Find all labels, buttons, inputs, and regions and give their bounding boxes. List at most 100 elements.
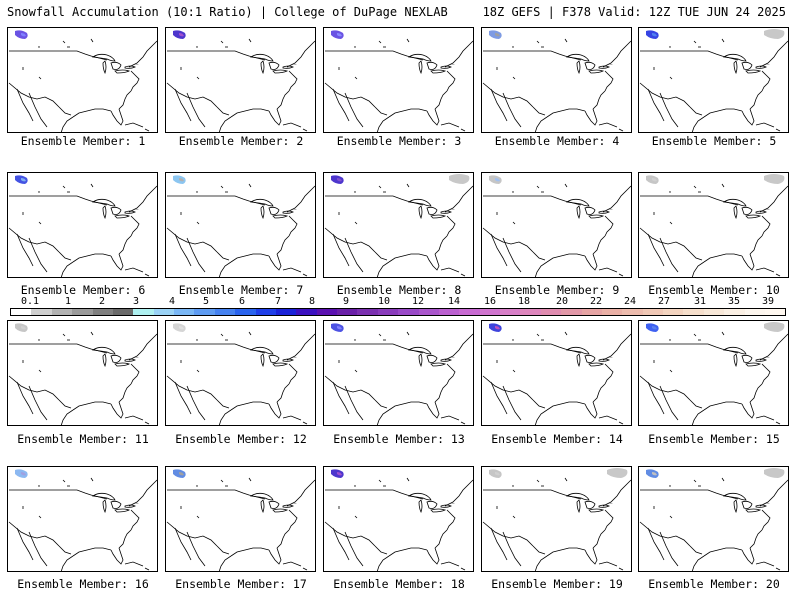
ensemble-member-label: Ensemble Member: 3: [336, 134, 462, 148]
colorbar: [10, 308, 786, 316]
ensemble-map-panel: [481, 172, 632, 278]
colorbar-swatch: [133, 309, 154, 315]
ensemble-member-label: Ensemble Member: 8: [336, 283, 462, 297]
ensemble-member-label: Ensemble Member: 6: [20, 283, 146, 297]
colorbar-swatch: [377, 309, 399, 315]
ensemble-member-label: Ensemble Member: 4: [494, 134, 620, 148]
colorbar-label: 24: [623, 296, 637, 307]
colorbar-label: 31: [693, 296, 707, 307]
colorbar-label: 2: [98, 296, 106, 307]
ensemble-member-label: Ensemble Member: 1: [20, 134, 146, 148]
colorbar-label: 1: [64, 296, 72, 307]
colorbar-swatch: [703, 309, 725, 315]
colorbar-swatch: [724, 309, 745, 315]
colorbar-label: 3: [132, 296, 140, 307]
ensemble-map-panel: [7, 27, 158, 133]
colorbar-label: 9: [342, 296, 350, 307]
ensemble-map-panel: [165, 466, 316, 572]
colorbar-swatch: [622, 309, 643, 315]
colorbar-label: 35: [727, 296, 741, 307]
colorbar-swatch: [520, 309, 541, 315]
ensemble-member-label: Ensemble Member: 12: [175, 432, 307, 446]
ensemble-map-panel: [323, 320, 474, 426]
colorbar-label: 16: [483, 296, 497, 307]
colorbar-swatch: [500, 309, 521, 315]
ensemble-map-panel: [323, 27, 474, 133]
colorbar-label: 20: [555, 296, 569, 307]
ensemble-map-panel: [7, 466, 158, 572]
colorbar-label: 0.1: [20, 296, 40, 307]
colorbar-swatch: [459, 309, 480, 315]
colorbar-swatch: [194, 309, 215, 315]
colorbar-swatch: [601, 309, 623, 315]
colorbar-swatch: [275, 309, 297, 315]
colorbar-swatch: [255, 309, 276, 315]
colorbar-swatch: [92, 309, 113, 315]
ensemble-map-panel: [638, 172, 789, 278]
colorbar-swatch: [398, 309, 419, 315]
colorbar-labels: 0.1 1 2 3 4 5 6 7 8 9 10 12 14 16 18 20 22 24 27 31 35 39: [10, 297, 790, 309]
ensemble-map-panel: [481, 27, 632, 133]
ensemble-member-label: Ensemble Member: 10: [648, 283, 780, 297]
colorbar-label: 27: [657, 296, 671, 307]
colorbar-swatch: [11, 309, 32, 315]
ensemble-map-panel: [165, 172, 316, 278]
colorbar-swatch: [316, 309, 337, 315]
ensemble-map-panel: [7, 172, 158, 278]
colorbar-label: 4: [168, 296, 176, 307]
ensemble-map-panel: [323, 172, 474, 278]
ensemble-map-panel: [638, 320, 789, 426]
colorbar-swatch: [174, 309, 195, 315]
ensemble-member-label: Ensemble Member: 7: [178, 283, 304, 297]
colorbar-swatch: [438, 309, 460, 315]
colorbar-label: 12: [411, 296, 425, 307]
ensemble-map-panel: [165, 27, 316, 133]
ensemble-member-label: Ensemble Member: 15: [648, 432, 780, 446]
colorbar-swatch: [357, 309, 378, 315]
ensemble-member-label: Ensemble Member: 17: [175, 577, 307, 591]
ensemble-member-label: Ensemble Member: 16: [17, 577, 149, 591]
colorbar-swatch: [764, 309, 786, 315]
ensemble-member-label: Ensemble Member: 5: [651, 134, 777, 148]
colorbar-swatch: [663, 309, 684, 315]
ensemble-member-label: Ensemble Member: 14: [491, 432, 623, 446]
ensemble-member-label: Ensemble Member: 18: [333, 577, 465, 591]
colorbar-swatch: [31, 309, 52, 315]
colorbar-swatch: [418, 309, 439, 315]
colorbar-label: 5: [202, 296, 210, 307]
colorbar-swatch: [51, 309, 73, 315]
ensemble-map-panel: [481, 466, 632, 572]
ensemble-map-panel: [638, 27, 789, 133]
run-valid-time: 18Z GEFS | F378 Valid: 12Z TUE JUN 24 20…: [482, 5, 786, 19]
colorbar-swatch: [561, 309, 582, 315]
colorbar-swatch: [235, 309, 256, 315]
ensemble-map-panel: [7, 320, 158, 426]
colorbar-swatch: [540, 309, 562, 315]
colorbar-label: 39: [761, 296, 775, 307]
ensemble-member-label: Ensemble Member: 20: [648, 577, 780, 591]
ensemble-member-label: Ensemble Member: 11: [17, 432, 149, 446]
colorbar-swatch: [337, 309, 358, 315]
colorbar-swatch: [744, 309, 765, 315]
colorbar-label: 7: [274, 296, 282, 307]
ensemble-member-label: Ensemble Member: 9: [494, 283, 620, 297]
colorbar-label: 18: [517, 296, 531, 307]
colorbar-swatch: [479, 309, 500, 315]
colorbar-swatch: [153, 309, 174, 315]
colorbar-swatch: [683, 309, 704, 315]
colorbar-label: 8: [308, 296, 316, 307]
colorbar-label: 10: [377, 296, 391, 307]
colorbar-label: 22: [589, 296, 603, 307]
colorbar-label: 14: [447, 296, 461, 307]
colorbar-swatch: [72, 309, 93, 315]
ensemble-map-panel: [165, 320, 316, 426]
ensemble-member-label: Ensemble Member: 19: [491, 577, 623, 591]
colorbar-swatch: [581, 309, 602, 315]
ensemble-member-label: Ensemble Member: 13: [333, 432, 465, 446]
colorbar-swatch: [642, 309, 663, 315]
colorbar-swatch: [112, 309, 134, 315]
ensemble-map-panel: [481, 320, 632, 426]
ensemble-map-panel: [638, 466, 789, 572]
colorbar-swatch: [214, 309, 236, 315]
ensemble-map-panel: [323, 466, 474, 572]
